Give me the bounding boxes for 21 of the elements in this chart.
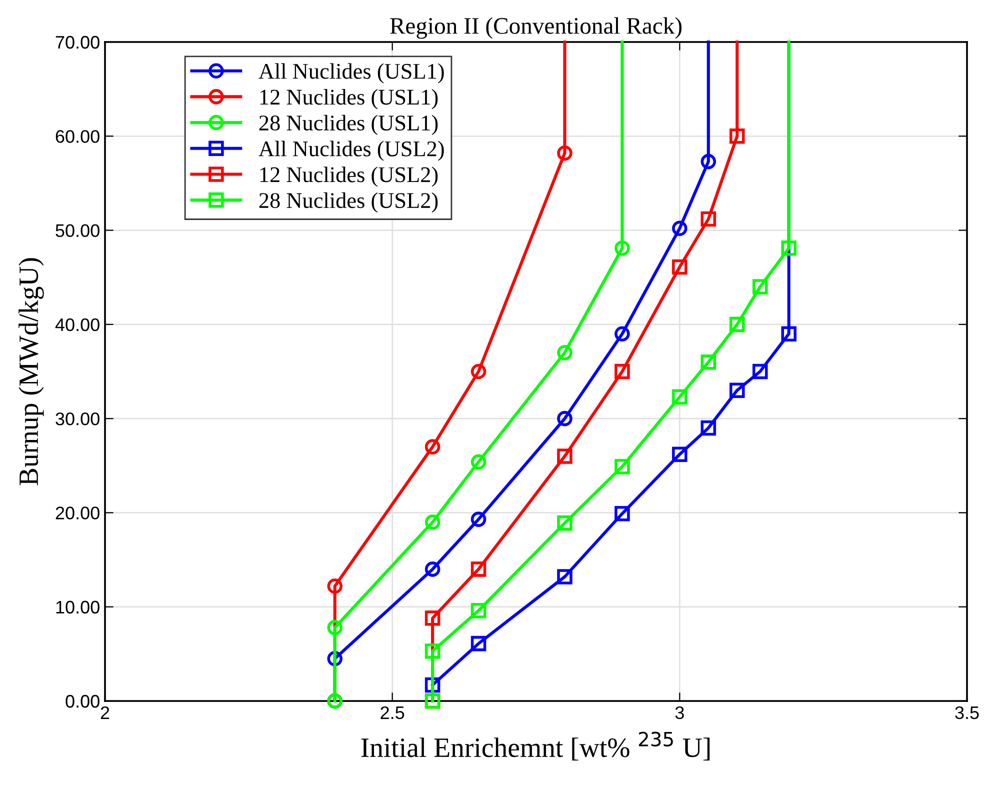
legend-label: 28 Nuclides (USL1) xyxy=(259,114,438,136)
x-tick-label: 3 xyxy=(675,706,684,720)
y-tick-label: 70.00 xyxy=(56,36,100,49)
y-tick-label: 30.00 xyxy=(56,412,100,426)
legend-label: 12 Nuclides (USL2) xyxy=(260,166,438,187)
legend-label: 12 Nuclides (USL1) xyxy=(260,89,438,110)
y-tick-label: 40.00 xyxy=(55,318,100,332)
legend-label: All Nuclides (USL2) xyxy=(258,140,444,161)
y-axis-title: Burnup (MWd/kgU) xyxy=(18,258,44,486)
y-tick-label: 20.00 xyxy=(56,506,100,520)
x-tick-label: 3.5 xyxy=(955,706,979,720)
chart-title: Region II (Conventional Rack) xyxy=(390,17,682,39)
x-tick-label: 2.5 xyxy=(380,706,404,720)
y-tick-label: 50.00 xyxy=(56,224,100,238)
y-tick-label: 60.00 xyxy=(56,130,100,143)
y-tick-label: 10.00 xyxy=(56,600,100,614)
legend-label: All Nuclides (USL1) xyxy=(258,63,444,84)
legend-label: 28 Nuclides (USL2) xyxy=(259,192,438,213)
x-axis-title: Initial Enrichemnt [wt% $^{235}$ U] xyxy=(361,732,710,761)
x-tick-label: 2 xyxy=(100,706,110,719)
y-tick-label: 0.00 xyxy=(66,694,100,708)
